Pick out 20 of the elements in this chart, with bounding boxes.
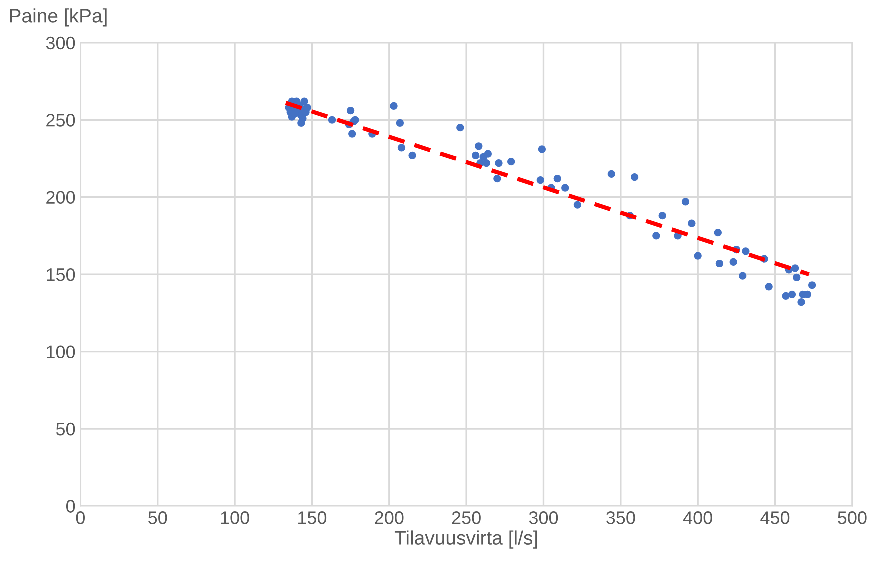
y-tick-label: 50 (56, 422, 76, 436)
x-axis-title: Tilavuusvirta [l/s] (394, 530, 538, 549)
y-tick-label: 0 (66, 500, 76, 513)
y-tick-label: 200 (46, 191, 76, 204)
x-tick-label: 0 (76, 512, 85, 524)
y-tick-label: 150 (47, 268, 76, 282)
x-tick-label: 200 (375, 512, 404, 524)
x-tick-label: 150 (298, 512, 327, 524)
x-tick-label: 350 (606, 512, 636, 524)
y-axis-title: Paine [kPa] (10, 8, 107, 27)
y-tick-label: 250 (46, 114, 76, 127)
x-tick-label: 100 (221, 512, 250, 524)
x-tick-label: 300 (529, 512, 558, 524)
x-tick-label: 50 (148, 512, 168, 524)
x-tick-label: 250 (452, 512, 481, 524)
x-tick-label: 400 (683, 512, 712, 524)
y-tick-label: 300 (46, 36, 76, 50)
x-tick-label: 500 (838, 512, 867, 524)
x-tick-label: 450 (760, 512, 790, 524)
y-tick-label: 100 (47, 346, 76, 358)
